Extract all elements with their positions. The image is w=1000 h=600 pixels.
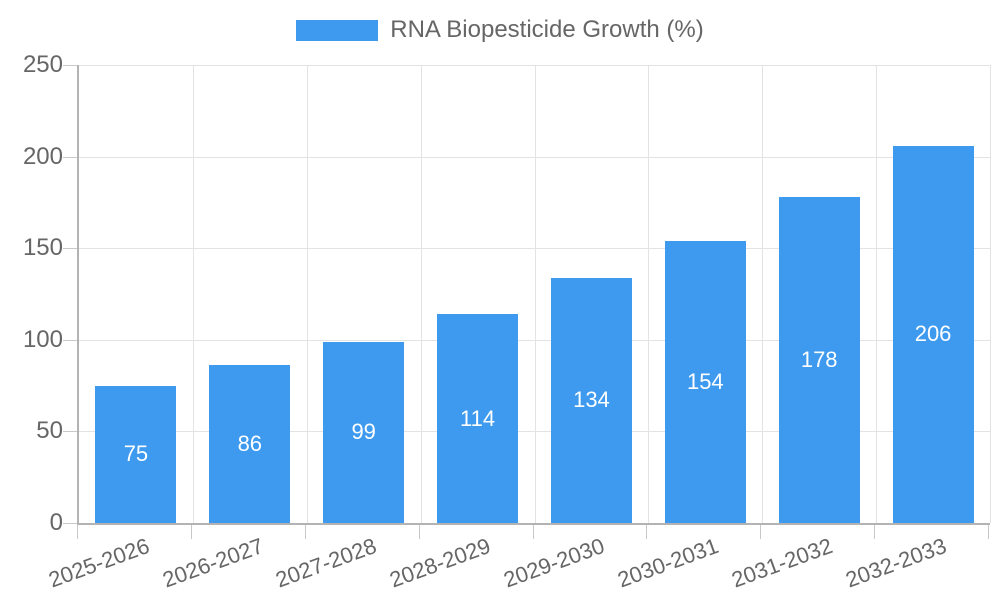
bar-2029-2030[interactable]: 134 (550, 277, 632, 523)
x-axis-tick-label-text: 2031-2032 (728, 533, 836, 593)
x-axis-tick-mark (77, 525, 78, 539)
v-gridline (762, 65, 764, 523)
y-axis-tick-label: 250 (22, 51, 63, 78)
x-axis-tick-label-text: 2027-2028 (272, 533, 381, 593)
bar-2028-2029[interactable]: 114 (437, 314, 519, 523)
x-axis-tick-mark (304, 525, 306, 539)
bar-2026-2027[interactable]: 86 (209, 365, 291, 523)
y-axis-tick-label: 0 (49, 509, 63, 536)
y-axis-tick-mark (63, 523, 77, 524)
bar-value-label: 134 (573, 387, 610, 413)
x-axis-tick-mark (190, 525, 192, 539)
legend-item[interactable]: RNA Biopesticide Growth (%) (0, 16, 1000, 44)
x-axis-tick-mark (874, 525, 876, 539)
y-axis-tick-label: 50 (36, 417, 63, 445)
bar-value-label: 75 (123, 441, 149, 467)
bar-2025-2026[interactable]: 75 (95, 385, 177, 523)
v-gridline (306, 65, 308, 523)
y-axis-tick-mark (63, 431, 77, 433)
bar-2032-2033[interactable]: 206 (892, 145, 974, 523)
legend-label: RNA Biopesticide Growth (%) (390, 16, 704, 43)
bar-value-label: 86 (237, 431, 263, 457)
v-gridline (192, 65, 194, 523)
y-axis-tick-label: 100 (22, 325, 63, 353)
plot-area: 75 86 99 114 134 154 178 206 (77, 65, 991, 525)
x-axis-tick-mark (646, 525, 648, 539)
v-gridline (420, 65, 422, 523)
x-axis-tick-label-text: 2025-2026 (45, 533, 153, 593)
x-axis-tick-label-text: 2030-2031 (614, 533, 722, 593)
v-gridline (648, 65, 650, 523)
bar-value-label: 154 (686, 368, 724, 394)
legend-swatch (296, 19, 379, 41)
y-axis-tick-mark (63, 156, 77, 158)
y-axis-tick-label: 150 (22, 234, 63, 262)
y-axis-tick-mark (63, 65, 77, 66)
x-axis-tick-mark (418, 525, 420, 539)
x-axis-tick-label-text: 2029-2030 (500, 533, 608, 593)
x-axis-tick-label-text: 2026-2027 (158, 533, 267, 593)
y-axis-tick-label: 200 (22, 142, 63, 170)
bar-2030-2031[interactable]: 154 (664, 240, 746, 523)
v-gridline (534, 65, 536, 523)
bar-value-label: 114 (460, 405, 496, 431)
bar-value-label: 206 (914, 321, 952, 347)
bar-2031-2032[interactable]: 178 (778, 196, 860, 523)
y-axis-tick-mark (63, 248, 77, 250)
v-gridline (990, 65, 991, 523)
x-axis-tick-label-text: 2032-2033 (842, 533, 950, 593)
x-axis-tick-mark (760, 525, 762, 539)
x-axis-tick-mark (532, 525, 534, 539)
bar-value-label: 99 (351, 419, 376, 445)
y-axis-tick-mark (63, 339, 77, 341)
v-gridline (876, 65, 878, 523)
x-axis-tick-mark (988, 525, 989, 539)
x-axis-tick-label-text: 2028-2029 (386, 533, 495, 593)
bar-2027-2028[interactable]: 99 (323, 341, 405, 523)
bar-value-label: 178 (800, 346, 838, 372)
